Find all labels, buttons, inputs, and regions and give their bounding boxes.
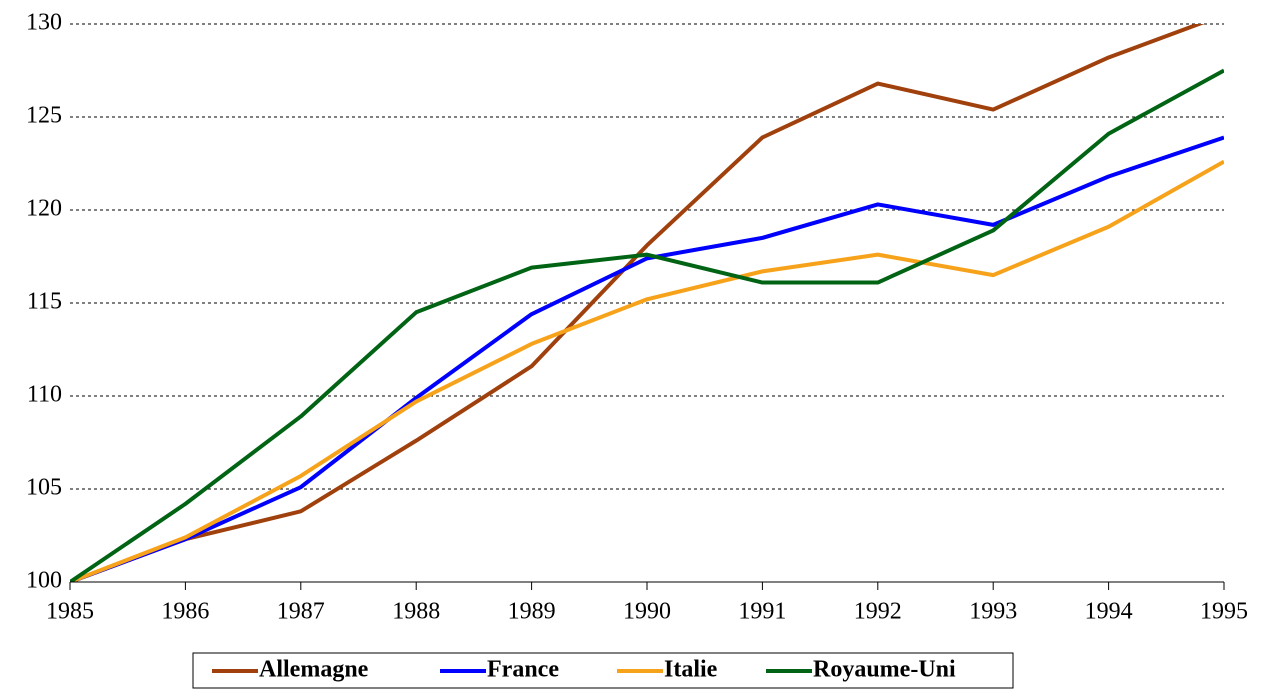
legend-label: France: [487, 657, 559, 683]
x-tick-label: 1993: [969, 599, 1017, 625]
x-tick-label: 1991: [738, 599, 786, 625]
x-tick-label: 1985: [46, 599, 94, 625]
grid: [70, 23, 1224, 490]
y-tick-label: 125: [26, 103, 62, 129]
y-tick-label: 120: [26, 196, 62, 222]
series-line: [70, 135, 1224, 582]
x-tick-label: 1992: [854, 599, 902, 625]
legend: Allemagne France Italie Royaume-Uni: [212, 657, 956, 683]
x-tick-label: 1995: [1200, 599, 1248, 625]
axes: 100 105 110 115 120 125 130 1985 1986 1987 1988 198…: [26, 10, 1248, 625]
series-line: [70, 159, 1224, 582]
legend-label: Royaume-Uni: [813, 657, 956, 683]
x-tick-label: 1986: [161, 599, 209, 625]
legend-box: [192, 652, 1014, 689]
y-tick-label: 110: [27, 382, 62, 408]
y-tick-label: 115: [27, 289, 62, 315]
x-tick-label: 1990: [623, 599, 671, 625]
legend-label: Allemagne: [259, 657, 369, 683]
x-tick-label: 1994: [1085, 599, 1133, 625]
x-tick-label: 1988: [392, 599, 440, 625]
series-line: [70, 68, 1224, 582]
x-tick-label: 1987: [277, 599, 325, 625]
y-tick-label: 100: [26, 568, 62, 594]
series-line: [70, 24, 1205, 582]
x-tick-label: 1989: [508, 599, 556, 625]
y-tick-label: 130: [26, 10, 62, 36]
legend-label: Italie: [664, 657, 718, 683]
plot-area: [70, 24, 1224, 582]
y-tick-label: 105: [26, 475, 62, 501]
